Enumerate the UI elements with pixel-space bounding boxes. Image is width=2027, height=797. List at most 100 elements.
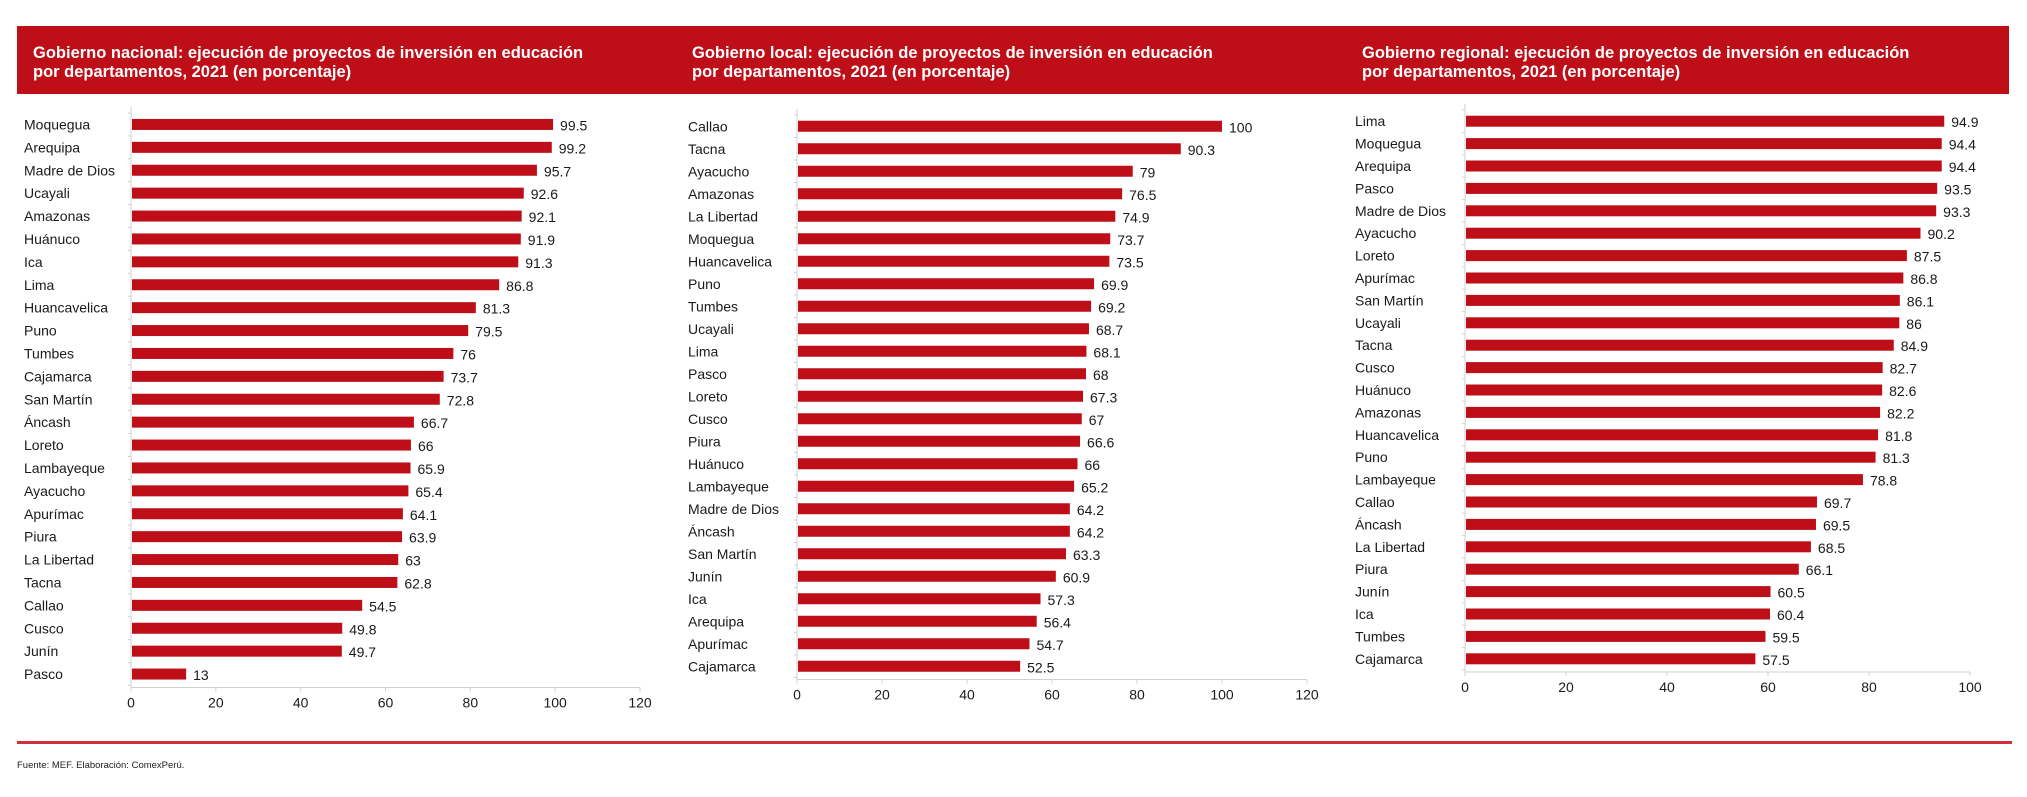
bar [798,188,1123,200]
category-label: Pasco [1355,180,1394,196]
data-label: 94.4 [1949,137,1976,153]
category-label: La Libertad [1355,539,1425,555]
category-label: Áncash [688,523,735,539]
category-label: Moquegua [24,116,90,132]
data-label: 69.2 [1098,299,1125,315]
data-label: 93.3 [1943,204,1970,220]
bar [798,593,1041,605]
bar [1466,272,1904,284]
data-label: 68 [1093,367,1109,383]
data-label: 68.7 [1096,322,1123,338]
x-tick-label: 0 [793,687,801,703]
bar [1466,563,1799,575]
bar [798,120,1222,132]
bar [1466,429,1879,441]
data-label: 81.3 [1883,450,1910,466]
data-label: 100 [1229,119,1253,135]
chart-title-local: Gobierno local: ejecución de proyectos d… [692,44,1213,81]
bar [798,458,1078,470]
data-label: 99.2 [559,140,586,156]
x-tick-label: 0 [127,695,135,711]
x-tick-label: 40 [293,695,309,711]
bar [132,187,524,199]
category-label: Ucayali [1355,315,1401,331]
category-label: San Martín [1355,292,1423,308]
category-label: Moquegua [1355,136,1421,152]
bar [798,210,1116,222]
x-tick-label: 80 [463,695,479,711]
data-label: 72.8 [447,392,474,408]
category-label: Lambayeque [1355,472,1436,488]
bar [798,480,1075,492]
category-label: Lima [1355,113,1386,129]
bar [798,233,1111,245]
category-label: Amazonas [688,186,754,202]
category-label: Callao [1355,494,1395,510]
data-label: 79 [1140,164,1156,180]
bar [132,118,554,130]
bar [798,615,1037,627]
data-label: 68.1 [1093,344,1120,360]
data-label: 66.7 [421,415,448,431]
source-note: Fuente: MEF. Elaboración: ComexPerú. [17,760,185,771]
data-label: 78.8 [1870,473,1897,489]
data-label: 92.6 [531,186,558,202]
data-label: 67 [1089,412,1105,428]
x-tick-label: 0 [1461,679,1469,695]
chart-title-regional: Gobierno regional: ejecución de proyecto… [1362,44,1910,81]
category-label: Tumbes [1355,628,1405,644]
category-label: Arequipa [24,139,80,155]
bar [1466,496,1817,508]
bar [1466,182,1938,194]
bar [1466,541,1811,553]
bar [1466,384,1883,396]
bar [798,548,1067,560]
bar [1466,250,1907,262]
bar [1466,586,1771,598]
bar [798,503,1070,515]
bar [798,435,1081,447]
bar [798,255,1110,267]
bar [798,525,1070,537]
data-label: 54.7 [1036,637,1063,653]
bar [132,485,409,497]
data-label: 63.9 [409,530,436,546]
category-label: Apurímac [24,506,84,522]
category-label: La Libertad [24,552,94,568]
data-label: 91.3 [525,255,552,271]
bar [132,233,521,245]
category-label: Puno [24,323,57,339]
category-label: Madre de Dios [1355,203,1446,219]
data-label: 67.3 [1090,389,1117,405]
data-label: 66.6 [1087,434,1114,450]
category-label: Huancavelica [688,253,772,269]
data-label: 82.2 [1887,405,1914,421]
bar [132,164,537,176]
x-tick-label: 60 [378,695,394,711]
bar [1466,630,1766,642]
bar [798,143,1181,155]
category-label: Lambayeque [688,478,769,494]
data-label: 65.9 [418,461,445,477]
category-label: Huancavelica [1355,427,1439,443]
data-label: 65.4 [415,484,442,500]
category-label: Tacna [24,574,62,590]
category-label: Piura [1355,561,1388,577]
category-label: La Libertad [688,208,758,224]
header-band [17,26,2009,94]
bar [132,347,454,359]
category-label: Piura [24,529,57,545]
bar [132,370,444,382]
category-label: Tumbes [688,298,738,314]
bar [1466,294,1900,306]
x-tick-label: 80 [1129,687,1145,703]
data-label: 79.5 [475,324,502,340]
bar [132,141,552,153]
x-tick-label: 120 [1295,687,1319,703]
data-label: 86 [1906,316,1922,332]
data-label: 94.9 [1951,114,1978,130]
bar [798,660,1021,672]
bar [132,645,342,657]
bar [1466,227,1921,239]
category-label: Huánuco [688,456,744,472]
